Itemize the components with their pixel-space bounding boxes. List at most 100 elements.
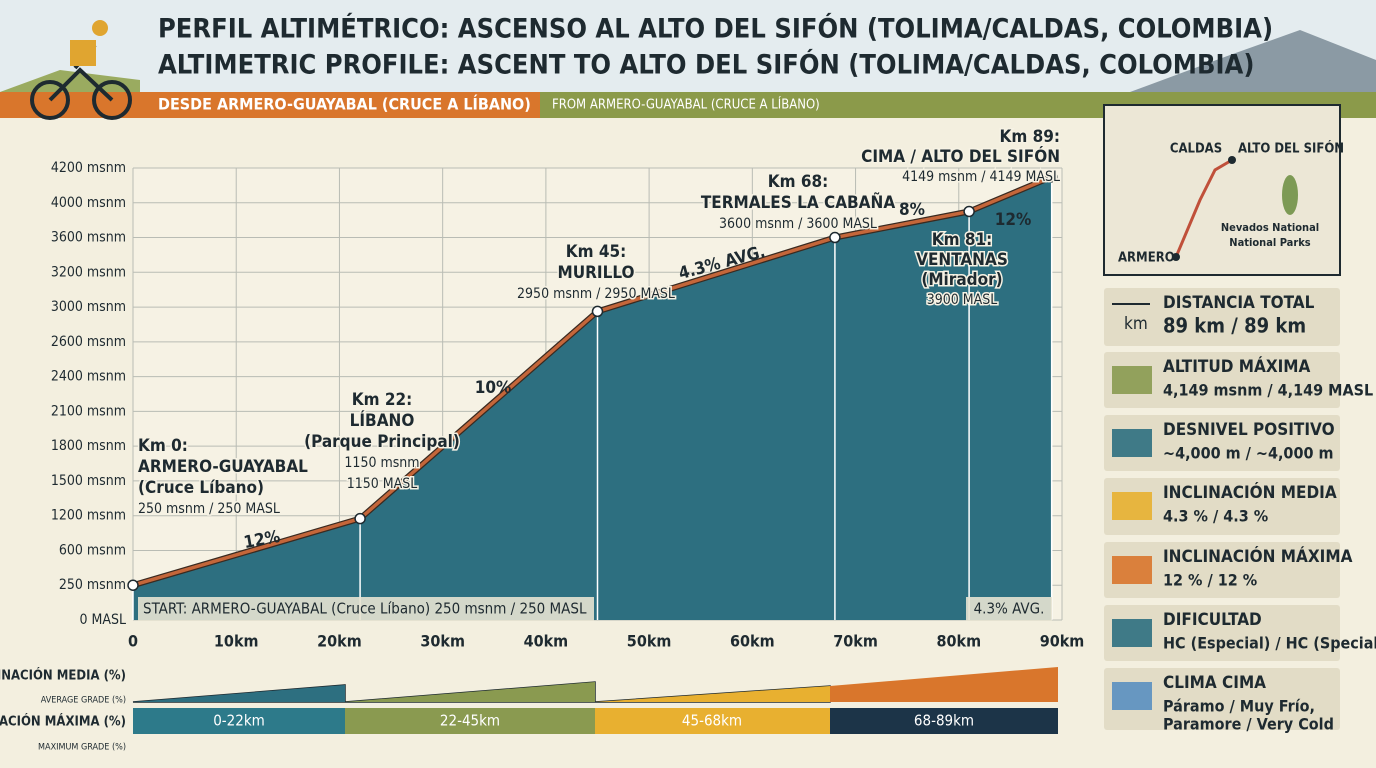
point — [127, 579, 139, 591]
stat-title: INCLINACIÓN MÁXIMA — [1163, 545, 1353, 567]
x-tick-label: 70km — [833, 632, 878, 651]
x-tick-label: 80km — [936, 632, 981, 651]
point-label: MURILLO — [558, 263, 635, 283]
stat-icon — [1112, 556, 1152, 584]
strip-label: INCLINACIÓN MÁXIMA (%) — [0, 714, 126, 730]
point-label: 1150 MASL — [347, 476, 418, 492]
y-tick-label: 2400 msnm — [51, 369, 126, 385]
point-label: VENTANAS — [916, 250, 1008, 270]
mountains — [1130, 30, 1376, 92]
stat-title: ALTITUD MÁXIMA — [1163, 355, 1311, 377]
stat-value: 12 % / 12 % — [1163, 571, 1257, 590]
point-label: Km 45: — [566, 242, 627, 262]
stat-icon — [1112, 619, 1152, 647]
stat-card — [1104, 668, 1340, 730]
grade-strip: INCLINACIÓN MEDIA (%) AVERAGE GRADE (%) IN… — [0, 667, 1058, 753]
title: PERFIL ALTIMÉTRICO: ASCENSO AL ALTO DEL … — [158, 13, 1273, 45]
point-label: Km 81: — [932, 230, 993, 250]
map — [1103, 104, 1341, 276]
stat-card — [1104, 542, 1340, 598]
point-label: Km 0: — [138, 436, 188, 456]
y-tick-label: 1200 msnm — [51, 508, 126, 524]
x-tick-label: 30km — [420, 632, 465, 651]
point-label: 1150 msnm — [344, 455, 419, 471]
stat-value: ~4,000 m / ~4,000 m — [1163, 444, 1333, 463]
point-label: 3600 msnm / 3600 MASL — [719, 216, 877, 232]
map-label: ALTO DEL SIFÓN — [1238, 141, 1344, 157]
map-label: Nevados National — [1221, 221, 1319, 234]
y-tick-label: 3200 msnm — [51, 264, 126, 280]
avg-note: 4.3% AVG. — [974, 600, 1045, 618]
stat-value: HC (Especial) / HC (Special) — [1163, 634, 1376, 653]
stat-value: 4.3 % / 4.3 % — [1163, 507, 1268, 526]
stat-icon — [1112, 429, 1152, 457]
stat-icon — [1112, 682, 1152, 710]
stat-value: 4,149 msnm / 4,149 MASL — [1163, 381, 1373, 400]
x-tick-label: 60km — [730, 632, 775, 651]
x-tick-label: 20km — [317, 632, 362, 651]
point — [1045, 171, 1058, 183]
stat-value: 89 km / 89 km — [1163, 314, 1306, 338]
segment-label: 68-89km — [914, 712, 974, 730]
point-label: TERMALES LA CABAÑA — [701, 190, 896, 213]
y-tick-label: 4000 msnm — [51, 195, 126, 211]
note-bg — [966, 597, 1052, 621]
title-en: ALTIMETRIC PROFILE: ASCENT TO ALTO DEL S… — [158, 49, 1254, 81]
y-tick-label: 1500 msnm — [51, 473, 126, 489]
x-tick-label: 90km — [1040, 632, 1085, 651]
cyclist — [30, 20, 132, 120]
point-label: (Mirador) — [921, 270, 1002, 290]
subtitle-en: FROM ARMERO-GUAYABAL (CRUCE A LÍBANO) — [552, 97, 820, 113]
stat-card — [1104, 352, 1340, 408]
point-label: Km 22: — [352, 390, 413, 410]
y-tick-label: 250 msnm — [59, 577, 126, 593]
y-tick-label: 600 msnm — [59, 542, 126, 558]
point-label: CIMA / ALTO DEL SIFÓN — [861, 145, 1060, 167]
stat-icon — [1112, 366, 1152, 394]
point — [829, 231, 841, 244]
grade-label: 10% — [475, 378, 512, 398]
y-tick-label: 1800 msnm — [51, 438, 126, 454]
y-tick-label: 3000 msnm — [51, 299, 126, 315]
strip-label: AVERAGE GRADE (%) — [41, 696, 126, 706]
point-label: 3900 MASL — [927, 292, 998, 308]
point-label: ARMERO-GUAYABAL — [138, 457, 308, 477]
stat-title: INCLINACIÓN MEDIA — [1163, 481, 1337, 503]
strip-label: INCLINACIÓN MEDIA (%) — [0, 668, 126, 684]
stat-icon-text: km — [1124, 314, 1148, 334]
subtitle: DESDE ARMERO-GUAYABAL (CRUCE A LÍBANO) — [158, 95, 531, 114]
point-label: (Parque Principal) — [304, 432, 460, 452]
stat-title: CLIMA CIMA — [1163, 673, 1266, 693]
point-label: Km 89: — [999, 127, 1060, 147]
point-label: 2950 msnm / 2950 MASL — [517, 286, 675, 302]
grade-label: 12% — [995, 210, 1032, 230]
header-bg — [0, 0, 1376, 92]
point-label: (Cruce Líbano) — [138, 478, 264, 498]
x-tick-label: 50km — [627, 632, 672, 651]
subtitle-band-left — [0, 92, 540, 118]
stat-title: DESNIVEL POSITIVO — [1163, 420, 1335, 440]
stat-title: DISTANCIA TOTAL — [1163, 293, 1315, 313]
start-note: START: ARMERO-GUAYABAL (Cruce Líbano) 25… — [143, 600, 587, 618]
stat-card — [1104, 605, 1340, 661]
point — [591, 305, 604, 318]
y-tick-label: 0 MASL — [79, 612, 126, 628]
strip-label: MAXIMUM GRADE (%) — [38, 743, 126, 753]
segment-label: 0-22km — [213, 712, 265, 730]
point-label: Km 68: — [768, 172, 829, 192]
y-tick-label: 2600 msnm — [51, 334, 126, 350]
stat-value: Paramore / Very Cold — [1163, 715, 1334, 734]
segment-label: 22-45km — [440, 712, 500, 730]
area — [133, 176, 1052, 620]
x-tick-label: 10km — [214, 632, 259, 651]
note-bg — [138, 597, 594, 621]
profile-line — [132, 175, 1053, 587]
stat-title: DIFICULTAD — [1163, 610, 1262, 630]
point-label: LÍBANO — [350, 409, 415, 431]
x-tick-label: 40km — [524, 632, 569, 651]
stat-card — [1104, 478, 1340, 535]
point — [354, 512, 366, 525]
stat-card — [1104, 288, 1340, 346]
